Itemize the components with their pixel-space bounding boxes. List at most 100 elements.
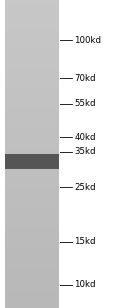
Bar [5, 296, 59, 298]
Bar [5, 201, 59, 203]
Bar [5, 129, 59, 132]
Bar [5, 96, 59, 99]
Bar [5, 55, 59, 58]
Bar [5, 154, 59, 168]
Bar [5, 269, 59, 271]
Bar [5, 105, 59, 107]
Bar [5, 164, 59, 168]
Bar [5, 27, 59, 29]
Bar [5, 138, 59, 140]
Bar [5, 156, 59, 158]
Bar [5, 249, 59, 250]
Bar [5, 74, 59, 76]
Bar [5, 209, 59, 212]
Bar [5, 164, 59, 166]
Bar [5, 62, 59, 64]
Bar [5, 163, 59, 168]
Bar [5, 166, 59, 168]
Bar [5, 224, 59, 226]
Text: 70kd: 70kd [74, 74, 96, 83]
Bar [5, 123, 59, 125]
Bar [5, 281, 59, 283]
Bar [5, 158, 59, 160]
Bar [5, 213, 59, 216]
Bar [5, 159, 59, 168]
Bar [5, 191, 59, 193]
Bar [5, 66, 59, 68]
Bar [5, 117, 59, 119]
Bar [5, 185, 59, 187]
Bar [5, 31, 59, 33]
Bar [5, 158, 59, 168]
Text: 25kd: 25kd [74, 183, 96, 192]
Bar [5, 212, 59, 213]
Bar [5, 234, 59, 236]
Bar [5, 271, 59, 273]
Bar [5, 45, 59, 47]
Bar [5, 88, 59, 90]
Bar [5, 35, 59, 37]
Bar [5, 33, 59, 35]
Bar [5, 161, 59, 168]
Bar [5, 304, 59, 306]
Bar [5, 115, 59, 117]
Bar [5, 51, 59, 53]
Bar [5, 107, 59, 109]
Bar [5, 195, 59, 197]
Bar [5, 244, 59, 246]
Bar [5, 218, 59, 220]
Bar [5, 12, 59, 14]
Bar [5, 183, 59, 185]
Bar [5, 25, 59, 27]
Bar [5, 203, 59, 205]
Bar [5, 207, 59, 209]
Bar [5, 306, 59, 308]
Bar [5, 167, 59, 168]
Bar [5, 0, 59, 2]
Bar [5, 253, 59, 255]
Bar [5, 157, 59, 168]
Bar [5, 150, 59, 152]
Bar [5, 21, 59, 22]
Bar [5, 162, 59, 168]
Bar [5, 242, 59, 244]
Bar [5, 179, 59, 181]
Bar [5, 162, 59, 164]
Bar [5, 53, 59, 55]
Bar [5, 70, 59, 72]
Bar [5, 4, 59, 6]
Bar [5, 165, 59, 168]
Bar [5, 261, 59, 263]
Bar [5, 181, 59, 183]
Bar [5, 160, 59, 168]
Bar [5, 18, 59, 21]
Bar [5, 37, 59, 39]
Text: 15kd: 15kd [74, 237, 96, 246]
Bar [5, 16, 59, 18]
Bar [5, 78, 59, 80]
Bar [5, 228, 59, 230]
Bar [5, 156, 59, 168]
Bar [5, 84, 59, 86]
Bar [5, 47, 59, 49]
Bar [5, 146, 59, 148]
Bar [5, 99, 59, 101]
Bar [5, 2, 59, 4]
Bar [5, 72, 59, 74]
Bar [5, 168, 59, 170]
Text: 40kd: 40kd [74, 133, 96, 142]
Bar [5, 154, 59, 156]
Bar [5, 176, 59, 179]
Bar [5, 41, 59, 43]
Bar [5, 187, 59, 189]
Bar [5, 157, 59, 168]
Bar [5, 59, 59, 62]
Bar [5, 8, 59, 10]
Bar [5, 22, 59, 25]
Bar [5, 162, 59, 168]
Bar [5, 230, 59, 232]
Bar [5, 158, 59, 168]
Bar [5, 267, 59, 269]
Bar [5, 14, 59, 16]
Bar [5, 294, 59, 296]
